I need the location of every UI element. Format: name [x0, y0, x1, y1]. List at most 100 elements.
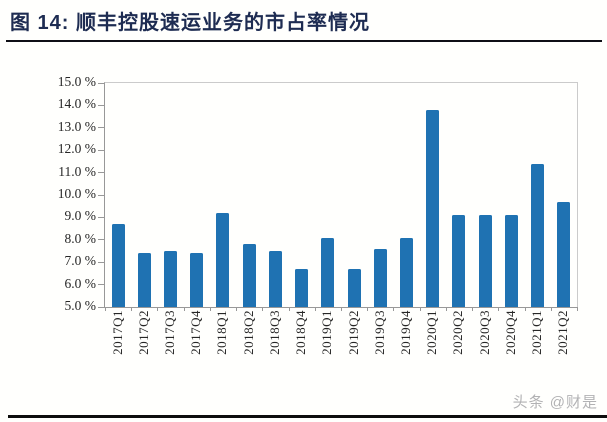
x-tick-label: 2019Q1	[319, 310, 335, 355]
y-tick-label: 10.0 %	[57, 186, 96, 201]
bottom-divider	[8, 415, 607, 418]
y-tick	[98, 284, 105, 286]
bar-slot	[289, 83, 315, 307]
title-divider	[6, 40, 602, 42]
y-tick	[98, 194, 105, 196]
x-tick-label: 2021Q1	[529, 310, 545, 355]
y-tick-label: 5.0 %	[64, 298, 97, 313]
bar-slot	[157, 83, 183, 307]
x-label-slot: 2019Q3	[366, 310, 392, 388]
x-label-slot: 2020Q2	[445, 310, 471, 388]
plot-area	[98, 82, 578, 311]
y-tick-label: 15.0 %	[57, 74, 96, 89]
bar-2020Q1	[426, 109, 440, 307]
bar-2018Q1	[216, 212, 230, 307]
x-tick-label: 2017Q4	[188, 310, 204, 355]
bar-slot	[262, 83, 288, 307]
bar-2017Q1	[111, 224, 125, 307]
bar-slot	[420, 83, 446, 307]
bar-slot	[446, 83, 472, 307]
x-tick	[472, 307, 474, 311]
bar-slot	[131, 83, 157, 307]
x-tick-label: 2018Q4	[293, 310, 309, 355]
bar-2020Q4	[504, 215, 518, 307]
x-label-slot: 2020Q3	[471, 310, 497, 388]
figure-title: 图 14: 顺丰控股速运业务的市占率情况	[10, 12, 371, 34]
x-label-slot: 2018Q3	[261, 310, 287, 388]
x-tick-label: 2020Q4	[502, 310, 518, 355]
x-tick	[498, 307, 500, 311]
x-label-slot: 2021Q2	[550, 310, 576, 388]
y-tick	[98, 261, 105, 263]
y-tick-label: 13.0 %	[57, 118, 96, 134]
bar-series	[105, 83, 577, 307]
bar-2018Q3	[268, 251, 282, 307]
x-tick-label: 2019Q3	[371, 310, 387, 355]
y-tick	[98, 306, 105, 308]
x-tick-label: 2019Q2	[345, 310, 361, 355]
x-tick-label: 2017Q3	[162, 310, 178, 355]
x-tick	[314, 307, 316, 311]
x-tick	[183, 307, 185, 311]
x-tick-label: 2021Q2	[555, 310, 571, 355]
x-label-slot: 2020Q1	[419, 310, 445, 388]
x-tick-label: 2018Q2	[240, 310, 256, 355]
x-tick	[262, 307, 264, 311]
x-tick	[524, 307, 526, 311]
x-label-slot: 2018Q4	[288, 310, 314, 388]
bar-slot	[525, 83, 551, 307]
bar-2021Q2	[557, 201, 571, 307]
x-tick-label: 2018Q1	[214, 310, 230, 355]
x-label-slot: 2017Q4	[183, 310, 209, 388]
y-tick-label: 7.0 %	[64, 253, 97, 269]
x-tick	[131, 307, 133, 311]
bar-slot	[341, 83, 367, 307]
x-tick	[367, 307, 369, 311]
bar-2019Q4	[400, 237, 414, 307]
y-tick-label: 12.0 %	[57, 141, 96, 157]
x-axis: 2017Q1 2017Q2 2017Q3 2017Q4 2018Q1 2018Q2 2018…	[104, 310, 576, 388]
x-tick	[419, 307, 421, 311]
bar-2018Q2	[242, 244, 256, 307]
y-tick-label: 6.0 %	[64, 275, 97, 291]
bar-slot	[315, 83, 341, 307]
bar-slot	[105, 83, 131, 307]
x-tick	[209, 307, 211, 311]
y-tick	[98, 216, 105, 218]
y-tick-label: 11.0 %	[58, 163, 96, 179]
bar-slot	[393, 83, 419, 307]
x-label-slot: 2021Q1	[524, 310, 550, 388]
bar-2017Q3	[164, 251, 178, 307]
watermark: 头条 @财是	[512, 394, 598, 411]
y-tick	[98, 239, 105, 241]
bar-slot	[472, 83, 498, 307]
bar-2020Q2	[452, 215, 466, 307]
x-tick	[445, 307, 447, 311]
bar-slot	[236, 83, 262, 307]
x-tick-label: 2017Q1	[109, 310, 125, 355]
bar-2017Q4	[190, 253, 204, 307]
x-tick	[341, 307, 342, 311]
y-tick-label: 9.0 %	[64, 208, 97, 224]
x-tick-label: 2020Q2	[450, 310, 466, 355]
x-tick	[550, 307, 552, 311]
x-label-slot: 2019Q1	[314, 310, 340, 388]
y-tick-label: 14.0 %	[57, 96, 96, 112]
x-label-slot: 2017Q2	[130, 310, 156, 388]
x-label-slot: 2018Q2	[235, 310, 261, 388]
x-tick	[577, 307, 578, 311]
bar-2017Q2	[137, 253, 151, 307]
y-tick	[98, 149, 105, 151]
y-tick	[98, 104, 105, 106]
x-tick	[157, 307, 159, 311]
bar-2020Q3	[478, 215, 492, 307]
y-tick-label: 8.0 %	[64, 230, 97, 246]
x-label-slot: 2019Q2	[340, 310, 366, 388]
x-tick-label: 2019Q4	[398, 310, 414, 355]
bar-slot	[184, 83, 210, 307]
bar-slot	[551, 83, 577, 307]
x-label-slot: 2019Q4	[392, 310, 418, 388]
x-label-slot: 2018Q1	[209, 310, 235, 388]
x-tick-label: 2018Q3	[266, 310, 282, 355]
